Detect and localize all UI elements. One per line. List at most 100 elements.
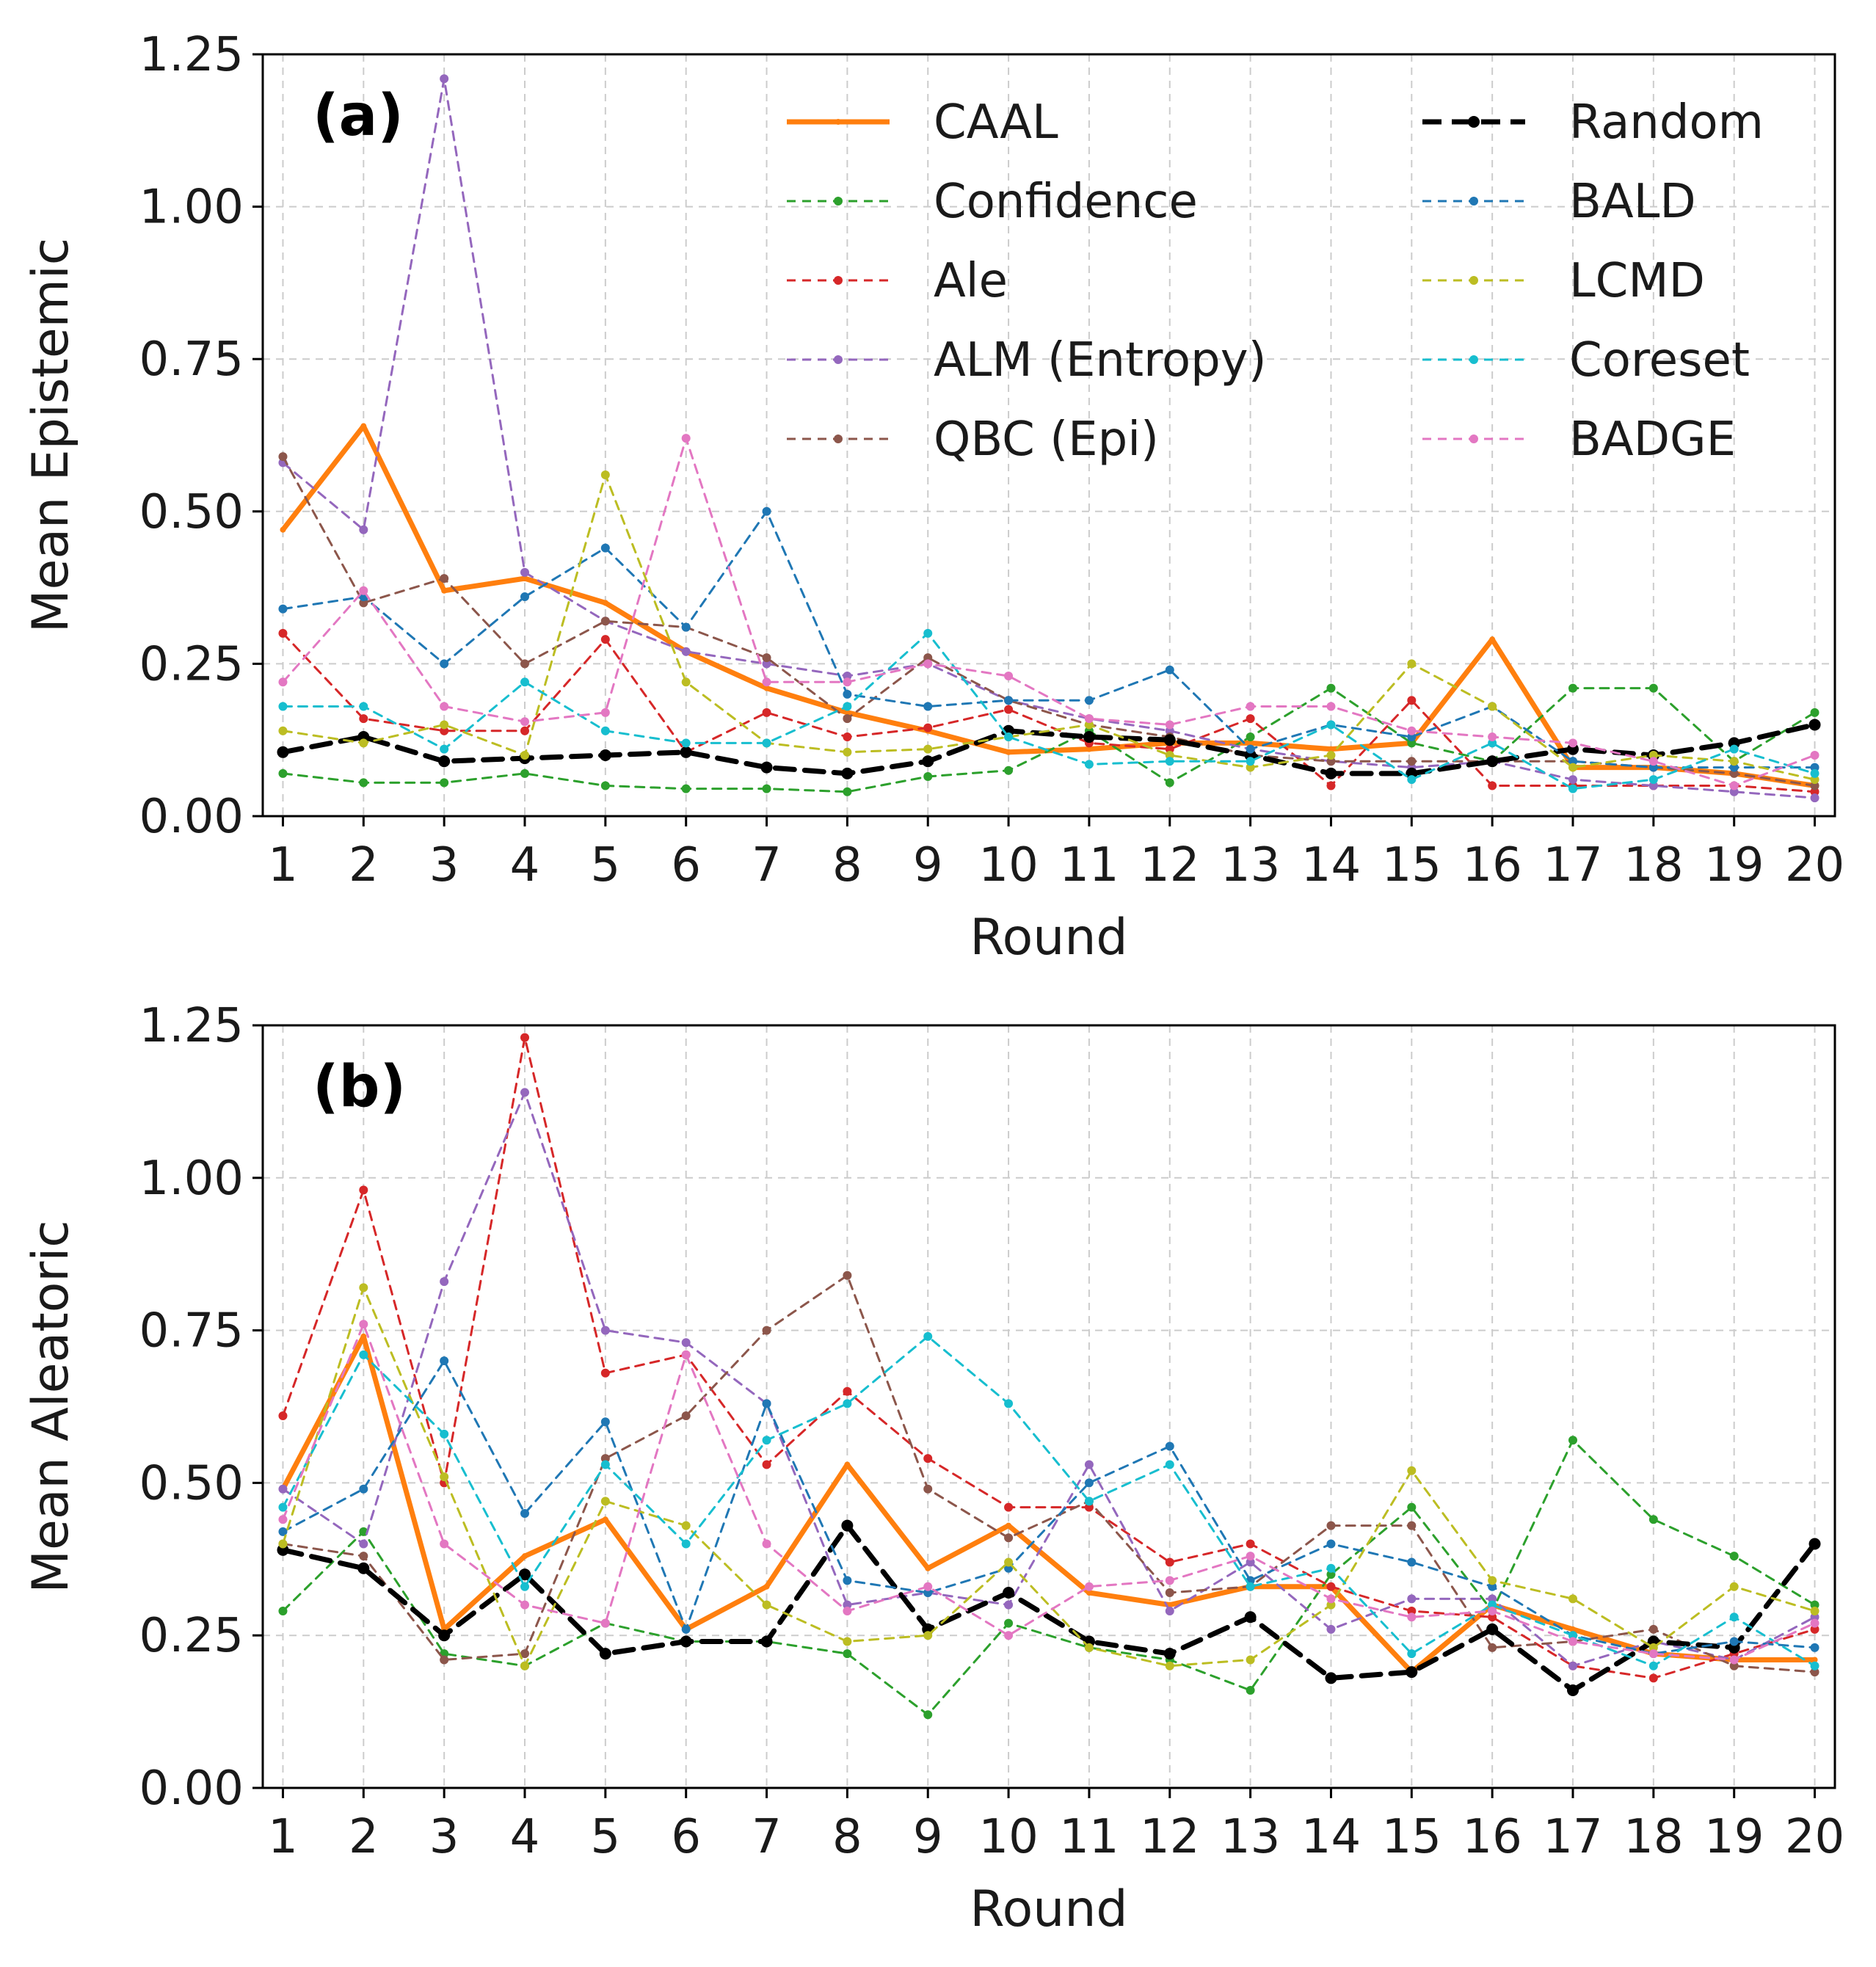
data-point <box>762 1436 771 1445</box>
data-point <box>923 1454 933 1464</box>
data-point <box>681 1539 691 1549</box>
x-tick-label: 8 <box>832 838 862 892</box>
data-point <box>1488 1576 1497 1585</box>
data-point <box>520 677 529 687</box>
data-point <box>923 628 933 638</box>
data-point <box>843 1649 852 1659</box>
data-point <box>1326 1539 1336 1549</box>
data-point <box>923 1631 933 1640</box>
data-point <box>1568 775 1577 785</box>
legend-label: BADGE <box>1569 412 1736 467</box>
x-tick-label: 3 <box>429 1810 459 1864</box>
y-tick-label: 0.00 <box>139 790 244 844</box>
y-axis-label: Mean Aleatoric <box>22 1220 80 1593</box>
x-tick-label: 10 <box>978 1810 1038 1864</box>
data-point <box>843 732 852 742</box>
data-point <box>1810 1618 1819 1628</box>
data-point <box>441 587 448 594</box>
x-tick-label: 15 <box>1382 838 1441 892</box>
legend-label: Ale <box>934 254 1008 308</box>
data-point <box>278 604 288 614</box>
data-point <box>1488 781 1497 790</box>
data-point <box>1084 1460 1094 1469</box>
x-tick-label: 17 <box>1543 1810 1602 1864</box>
data-point <box>1648 1661 1658 1670</box>
series-line-qbc-epi <box>281 455 1817 787</box>
data-point <box>763 685 770 691</box>
data-point <box>440 744 449 754</box>
x-tick-label: 2 <box>349 1810 379 1864</box>
data-point <box>1325 767 1337 779</box>
data-point <box>1407 696 1417 705</box>
data-point <box>600 1460 610 1469</box>
data-point <box>681 1624 691 1634</box>
plot-frame <box>261 1024 1836 1789</box>
data-point <box>1810 781 1819 790</box>
legend-label: QBC (Epi) <box>934 412 1159 467</box>
data-point <box>1488 1643 1497 1652</box>
legend-marker <box>1469 355 1478 364</box>
data-point <box>762 659 771 669</box>
data-point <box>762 653 771 663</box>
data-point <box>278 1539 288 1549</box>
data-point <box>1407 1521 1417 1530</box>
data-point <box>1568 757 1577 766</box>
data-point <box>923 723 933 732</box>
data-point <box>1808 719 1821 731</box>
data-point <box>680 746 692 758</box>
x-tick-label: 13 <box>1221 838 1280 892</box>
series-line-badge <box>281 1323 1817 1661</box>
data-point <box>520 1649 529 1659</box>
data-point <box>1246 757 1255 766</box>
data-point <box>1247 740 1254 746</box>
y-tick-label: 1.25 <box>139 28 244 82</box>
data-point <box>843 787 852 796</box>
data-point <box>440 1539 449 1549</box>
data-point <box>359 1350 368 1359</box>
data-point <box>1568 1436 1577 1445</box>
data-point <box>600 781 610 790</box>
x-tick-label: 5 <box>590 1810 620 1864</box>
data-point <box>278 1606 288 1615</box>
data-point <box>1407 1502 1417 1512</box>
data-point <box>923 772 933 782</box>
data-point <box>1004 1399 1014 1408</box>
data-point <box>1084 760 1094 769</box>
series-line-coreset <box>281 1335 1817 1668</box>
legend-marker <box>834 276 843 285</box>
data-point <box>278 628 288 638</box>
data-point <box>278 1411 288 1420</box>
series-line-alm-entropy <box>281 1091 1817 1668</box>
data-point <box>520 768 529 778</box>
data-point <box>1568 1631 1577 1640</box>
data-point <box>359 1484 368 1494</box>
data-point <box>1810 1668 1819 1677</box>
data-point <box>520 726 529 735</box>
legend-marker <box>1469 435 1478 443</box>
series-line-badge <box>281 437 1817 787</box>
data-point <box>1326 757 1336 766</box>
data-point <box>762 1326 771 1335</box>
data-point <box>1810 1606 1819 1615</box>
data-point <box>1568 1594 1577 1604</box>
data-point <box>760 1635 773 1648</box>
data-point <box>360 423 367 429</box>
data-point <box>1246 744 1255 754</box>
x-tick-label: 12 <box>1140 1810 1199 1864</box>
data-point <box>520 1600 529 1610</box>
x-tick-label: 14 <box>1301 1810 1361 1864</box>
data-point <box>762 738 771 748</box>
data-point <box>1165 1661 1174 1670</box>
data-point <box>360 1333 367 1339</box>
data-point <box>841 767 854 779</box>
data-point <box>681 784 691 793</box>
data-point <box>1648 775 1658 785</box>
data-point <box>359 714 368 724</box>
legend-marker <box>834 197 843 206</box>
panel-label: (a) <box>313 83 404 149</box>
data-point <box>760 761 773 774</box>
data-point <box>1246 732 1255 742</box>
data-point <box>923 659 933 669</box>
data-point <box>1006 1522 1012 1529</box>
